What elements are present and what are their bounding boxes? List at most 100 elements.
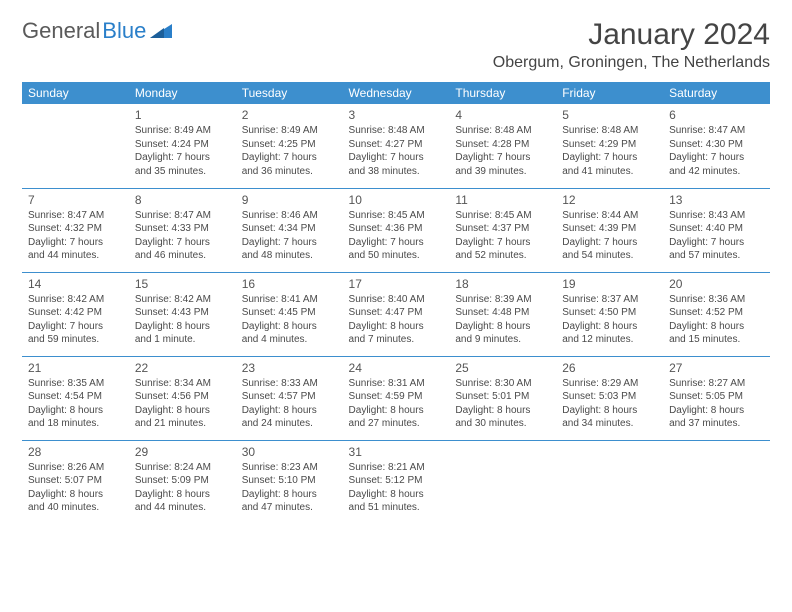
calendar-cell: 28Sunrise: 8:26 AMSunset: 5:07 PMDayligh… — [22, 440, 129, 524]
daylight-text: Daylight: 8 hours — [455, 404, 550, 418]
daylight-text: Daylight: 7 hours — [28, 236, 123, 250]
day-number: 4 — [455, 107, 550, 123]
daylight-text: and 4 minutes. — [242, 333, 337, 347]
sunrise-text: Sunrise: 8:49 AM — [242, 124, 337, 138]
daylight-text: Daylight: 8 hours — [349, 488, 444, 502]
calendar-cell: 29Sunrise: 8:24 AMSunset: 5:09 PMDayligh… — [129, 440, 236, 524]
daylight-text: Daylight: 8 hours — [135, 488, 230, 502]
sunset-text: Sunset: 4:54 PM — [28, 390, 123, 404]
day-number: 21 — [28, 360, 123, 376]
calendar-cell: 1Sunrise: 8:49 AMSunset: 4:24 PMDaylight… — [129, 104, 236, 188]
daylight-text: Daylight: 8 hours — [455, 320, 550, 334]
calendar-week-row: 1Sunrise: 8:49 AMSunset: 4:24 PMDaylight… — [22, 104, 770, 188]
day-number: 24 — [349, 360, 444, 376]
daylight-text: Daylight: 7 hours — [135, 151, 230, 165]
calendar-cell: 18Sunrise: 8:39 AMSunset: 4:48 PMDayligh… — [449, 272, 556, 356]
day-number: 28 — [28, 444, 123, 460]
calendar-cell: 2Sunrise: 8:49 AMSunset: 4:25 PMDaylight… — [236, 104, 343, 188]
sunset-text: Sunset: 4:33 PM — [135, 222, 230, 236]
daylight-text: Daylight: 8 hours — [242, 320, 337, 334]
sunrise-text: Sunrise: 8:35 AM — [28, 377, 123, 391]
weekday-header: Sunday — [22, 82, 129, 104]
daylight-text: and 40 minutes. — [28, 501, 123, 515]
calendar-cell — [449, 440, 556, 524]
sunset-text: Sunset: 4:30 PM — [669, 138, 764, 152]
calendar-week-row: 21Sunrise: 8:35 AMSunset: 4:54 PM Dayligh… — [22, 356, 770, 440]
daylight-text: Daylight: 7 hours — [242, 236, 337, 250]
calendar-cell: 21Sunrise: 8:35 AMSunset: 4:54 PMDayligh… — [22, 356, 129, 440]
sunrise-text: Sunrise: 8:40 AM — [349, 293, 444, 307]
calendar-cell: 22Sunrise: 8:34 AMSunset: 4:56 PMDayligh… — [129, 356, 236, 440]
calendar-cell: 9Sunrise: 8:46 AMSunset: 4:34 PMDaylight… — [236, 188, 343, 272]
calendar-cell: 19Sunrise: 8:37 AMSunset: 4:50 PMDayligh… — [556, 272, 663, 356]
sunrise-text: Sunrise: 8:42 AM — [135, 293, 230, 307]
sunset-text: Sunset: 4:43 PM — [135, 306, 230, 320]
day-number: 27 — [669, 360, 764, 376]
daylight-text: and 39 minutes. — [455, 165, 550, 179]
logo: GeneralBlue — [22, 18, 172, 44]
daylight-text: and 37 minutes. — [669, 417, 764, 431]
sunset-text: Sunset: 4:56 PM — [135, 390, 230, 404]
calendar-cell — [556, 440, 663, 524]
daylight-text: Daylight: 7 hours — [349, 236, 444, 250]
calendar-cell: 3Sunrise: 8:48 AMSunset: 4:27 PMDaylight… — [343, 104, 450, 188]
daylight-text: and 54 minutes. — [562, 249, 657, 263]
sunrise-text: Sunrise: 8:47 AM — [28, 209, 123, 223]
sunrise-text: Sunrise: 8:26 AM — [28, 461, 123, 475]
day-number: 30 — [242, 444, 337, 460]
daylight-text: Daylight: 8 hours — [242, 404, 337, 418]
daylight-text: and 1 minute. — [135, 333, 230, 347]
sunrise-text: Sunrise: 8:39 AM — [455, 293, 550, 307]
calendar-cell: 8Sunrise: 8:47 AMSunset: 4:33 PMDaylight… — [129, 188, 236, 272]
calendar-cell: 31Sunrise: 8:21 AMSunset: 5:12 PMDayligh… — [343, 440, 450, 524]
calendar-table: SundayMondayTuesdayWednesdayThursdayFrid… — [22, 82, 770, 524]
sunrise-text: Sunrise: 8:42 AM — [28, 293, 123, 307]
day-number: 17 — [349, 276, 444, 292]
sunrise-text: Sunrise: 8:43 AM — [669, 209, 764, 223]
sunset-text: Sunset: 4:36 PM — [349, 222, 444, 236]
daylight-text: and 48 minutes. — [242, 249, 337, 263]
daylight-text: and 18 minutes. — [28, 417, 123, 431]
day-number: 11 — [455, 192, 550, 208]
daylight-text: and 44 minutes. — [135, 501, 230, 515]
calendar-cell: 12Sunrise: 8:44 AMSunset: 4:39 PMDayligh… — [556, 188, 663, 272]
calendar-body: 1Sunrise: 8:49 AMSunset: 4:24 PMDaylight… — [22, 104, 770, 524]
daylight-text: and 42 minutes. — [669, 165, 764, 179]
daylight-text: Daylight: 8 hours — [562, 404, 657, 418]
calendar-cell: 24Sunrise: 8:31 AMSunset: 4:59 PMDayligh… — [343, 356, 450, 440]
calendar-cell: 15Sunrise: 8:42 AMSunset: 4:43 PMDayligh… — [129, 272, 236, 356]
daylight-text: Daylight: 7 hours — [669, 151, 764, 165]
day-number: 2 — [242, 107, 337, 123]
day-number: 14 — [28, 276, 123, 292]
daylight-text: and 30 minutes. — [455, 417, 550, 431]
sunrise-text: Sunrise: 8:33 AM — [242, 377, 337, 391]
calendar-cell — [22, 104, 129, 188]
day-number: 13 — [669, 192, 764, 208]
daylight-text: Daylight: 7 hours — [135, 236, 230, 250]
sunset-text: Sunset: 4:34 PM — [242, 222, 337, 236]
sunset-text: Sunset: 5:05 PM — [669, 390, 764, 404]
sunset-text: Sunset: 4:37 PM — [455, 222, 550, 236]
daylight-text: and 24 minutes. — [242, 417, 337, 431]
day-number: 15 — [135, 276, 230, 292]
sunrise-text: Sunrise: 8:24 AM — [135, 461, 230, 475]
calendar-cell — [663, 440, 770, 524]
weekday-header: Monday — [129, 82, 236, 104]
daylight-text: Daylight: 8 hours — [562, 320, 657, 334]
sunrise-text: Sunrise: 8:47 AM — [135, 209, 230, 223]
weekday-header: Tuesday — [236, 82, 343, 104]
daylight-text: Daylight: 8 hours — [349, 320, 444, 334]
calendar-cell: 23Sunrise: 8:33 AMSunset: 4:57 PMDayligh… — [236, 356, 343, 440]
day-number: 6 — [669, 107, 764, 123]
sunrise-text: Sunrise: 8:45 AM — [455, 209, 550, 223]
sunrise-text: Sunrise: 8:30 AM — [455, 377, 550, 391]
calendar-cell: 13Sunrise: 8:43 AMSunset: 4:40 PMDayligh… — [663, 188, 770, 272]
location-text: Obergum, Groningen, The Netherlands — [22, 54, 770, 72]
day-number: 7 — [28, 192, 123, 208]
sunset-text: Sunset: 4:25 PM — [242, 138, 337, 152]
sunset-text: Sunset: 4:59 PM — [349, 390, 444, 404]
logo-text-2: Blue — [102, 18, 146, 44]
daylight-text: and 38 minutes. — [349, 165, 444, 179]
daylight-text: and 36 minutes. — [242, 165, 337, 179]
sunrise-text: Sunrise: 8:49 AM — [135, 124, 230, 138]
